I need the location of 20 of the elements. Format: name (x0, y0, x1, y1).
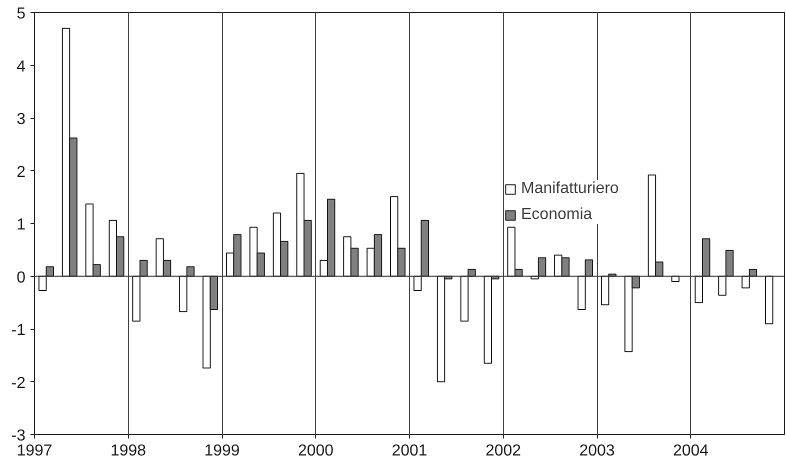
x-tick-label: 2004 (672, 442, 709, 460)
y-tick-label: -2 (11, 374, 26, 392)
y-tick-label: 4 (16, 58, 26, 76)
x-tick-label: 2001 (392, 442, 428, 460)
y-tick-label: 1 (16, 216, 26, 234)
x-tick-label: 1999 (204, 442, 240, 460)
y-tick-label: 3 (16, 111, 26, 128)
y-tick-label: 0 (16, 269, 26, 286)
x-tick-label: 1998 (110, 442, 146, 460)
y-tick-label: -3 (11, 428, 26, 444)
x-tick-label: 2000 (298, 442, 334, 460)
x-tick-label: 2003 (579, 442, 615, 460)
bar (765, 276, 774, 324)
legend-label: Economia (521, 206, 592, 224)
y-tick-label: 5 (16, 6, 26, 22)
y-tick-label: 2 (16, 164, 26, 181)
y-tick-label: -1 (11, 322, 26, 339)
x-tick-label: 1997 (16, 442, 52, 460)
legend-label: Manifatturiero (521, 180, 619, 198)
x-tick-label: 2002 (485, 442, 522, 460)
